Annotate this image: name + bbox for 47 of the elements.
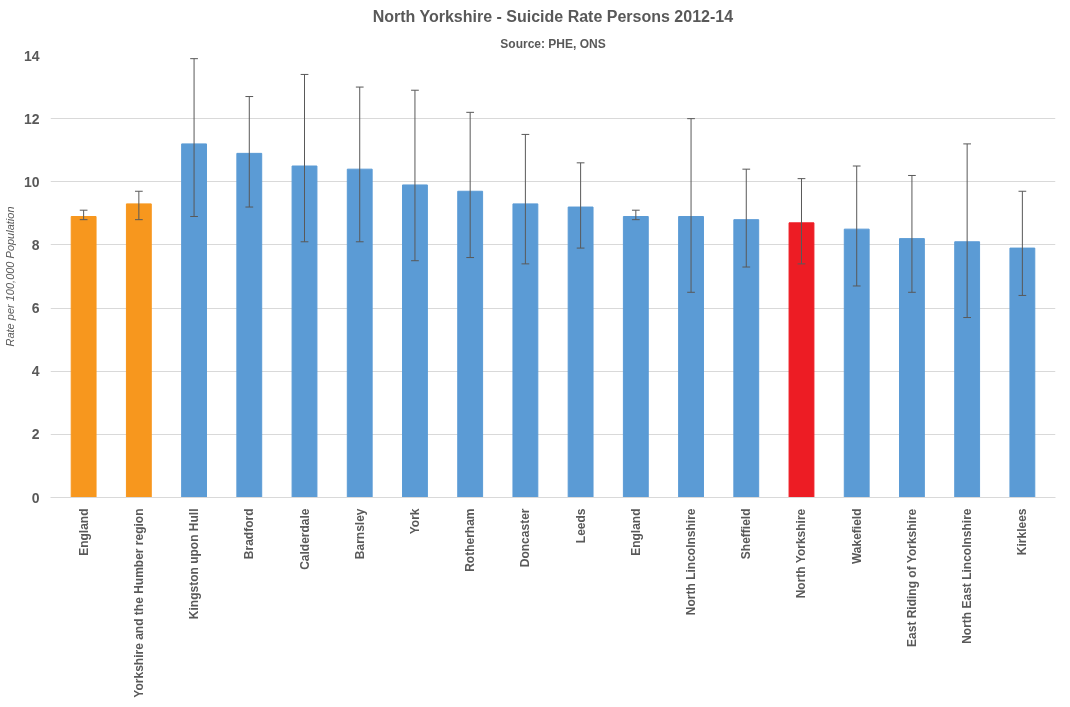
bar	[291, 165, 318, 498]
x-tick-label: England	[628, 508, 643, 556]
x-tick-label: York	[407, 508, 422, 535]
x-tick-label: Yorkshire and the Humber region	[131, 508, 146, 698]
x-tick-label: North Yorkshire	[794, 508, 809, 599]
y-tick-label: 10	[23, 173, 40, 190]
x-tick-label: England	[76, 508, 91, 556]
y-tick-label: 8	[31, 236, 40, 253]
bar	[788, 222, 815, 498]
y-tick-label: 12	[23, 110, 40, 127]
bar	[954, 241, 981, 498]
x-tick-label: Calderdale	[297, 508, 312, 570]
bar	[457, 190, 484, 498]
y-tick-label: 4	[31, 363, 40, 380]
bar	[843, 228, 870, 498]
x-tick-label: North East Lincolnshire	[960, 508, 975, 644]
x-tick-label: Doncaster	[518, 508, 533, 568]
bar	[236, 152, 263, 498]
bar	[733, 219, 760, 498]
y-tick-label: 2	[31, 426, 40, 443]
x-tick-label: Kirklees	[1015, 508, 1030, 556]
x-tick-label: North Lincolnshire	[684, 508, 699, 616]
bar	[70, 216, 97, 498]
chart-title: North Yorkshire - Suicide Rate Persons 2012-14	[372, 7, 734, 25]
bar	[622, 216, 649, 498]
x-tick-label: Kingston upon Hull	[187, 508, 202, 620]
x-tick-label: Bradford	[242, 508, 257, 560]
y-tick-label: 6	[31, 300, 40, 317]
y-axis-title: Rate per 100,000 Population	[3, 206, 16, 347]
bar	[567, 206, 594, 498]
x-tick-label: Sheffield	[739, 508, 754, 560]
bar	[899, 238, 925, 498]
bar	[512, 203, 539, 498]
bar	[678, 216, 704, 498]
y-tick-label: 14	[23, 47, 40, 64]
x-tick-label: Wakefield	[849, 508, 864, 565]
bar	[346, 168, 373, 498]
x-tick-label: Barnsley	[352, 508, 367, 560]
x-tick-label: Rotherham	[463, 508, 478, 572]
bar	[181, 143, 207, 498]
bar	[402, 184, 428, 498]
x-tick-label: East Riding of Yorkshire	[904, 508, 919, 647]
bar	[125, 203, 152, 498]
x-tick-label: Leeds	[573, 508, 588, 544]
y-tick-label: 0	[31, 489, 40, 506]
bar	[1009, 247, 1036, 498]
chart-subtitle: Source: PHE, ONS	[500, 36, 606, 51]
